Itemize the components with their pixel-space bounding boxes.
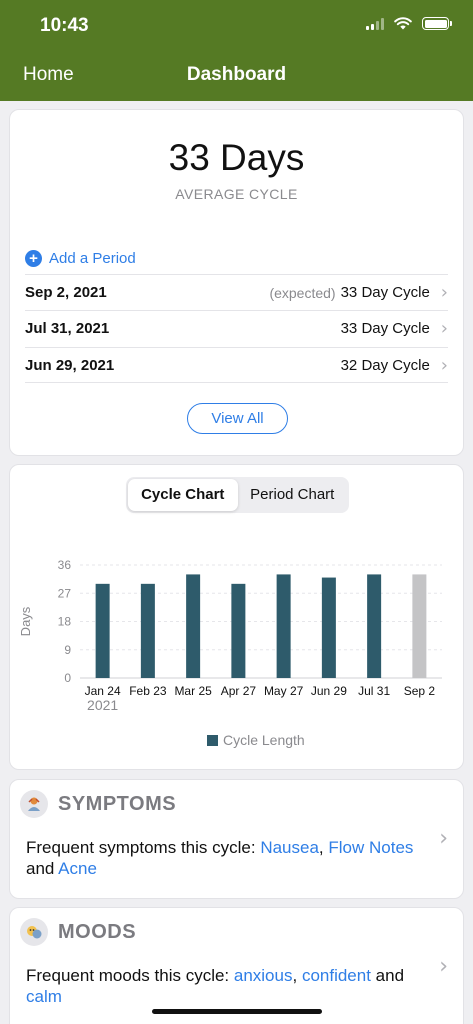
cycle-length-bar-chart: 0 9 18 27 36 Days Jan 24 Feb 23 Mar 25 Apr 27 May …: [18, 558, 442, 748]
y-tick-label: 18: [58, 615, 72, 629]
bar-may-27: [276, 574, 291, 678]
bar-jan-24: [95, 583, 110, 678]
y-tick-label: 36: [58, 558, 72, 572]
x-tick-label: Jul 31: [358, 684, 390, 698]
mood-link[interactable]: anxious: [233, 966, 293, 985]
bar-apr-27: [231, 583, 246, 678]
moods-header: MOODS: [20, 918, 136, 946]
legend-swatch: [207, 735, 218, 746]
y-tick-label: 27: [58, 586, 72, 600]
bar-jun-29: [321, 577, 336, 678]
moods-card[interactable]: MOODS Frequent moods this cycle: anxious…: [9, 907, 464, 1024]
home-back-button[interactable]: Home: [23, 64, 74, 85]
status-time: 10:43: [40, 15, 89, 36]
chevron-right-icon: ›: [440, 354, 448, 376]
separator: ,: [292, 966, 302, 985]
y-axis-label: Days: [18, 606, 33, 636]
expected-tag: (expected): [269, 284, 336, 301]
period-cycle-length: 33 Day Cycle: [340, 320, 430, 337]
period-row[interactable]: Jun 29, 2021 32 Day Cycle ›: [25, 347, 448, 383]
mood-link[interactable]: calm: [26, 987, 62, 1006]
y-tick-label: 0: [64, 671, 71, 685]
x-tick-label: May 27: [264, 684, 304, 698]
period-date: Sep 2, 2021: [25, 284, 107, 301]
chart-type-segmented-control: Cycle Chart Period Chart: [126, 477, 349, 513]
period-row[interactable]: Jul 31, 2021 33 Day Cycle ›: [25, 310, 448, 346]
symptom-link[interactable]: Acne: [58, 859, 97, 878]
x-tick-label: Jan 24: [85, 684, 121, 698]
page-title: Dashboard: [186, 64, 287, 85]
symptom-link[interactable]: Nausea: [260, 838, 319, 857]
period-date: Jun 29, 2021: [25, 356, 115, 374]
x-tick-label: Sep 2: [404, 684, 436, 698]
moods-icon: [20, 918, 48, 946]
plus-circle-icon: +: [25, 250, 42, 267]
bar-sep-2: [412, 574, 427, 678]
x-tick-label: Feb 23: [129, 684, 167, 698]
moods-intro: Frequent moods this cycle:: [26, 966, 234, 985]
chevron-right-icon: ›: [440, 282, 448, 303]
legend-label: Cycle Length: [223, 732, 305, 748]
cellular-signal-icon: [366, 17, 384, 30]
symptom-link[interactable]: Flow Notes: [328, 838, 414, 857]
mood-link[interactable]: confident: [301, 966, 371, 985]
home-indicator[interactable]: [152, 1009, 322, 1014]
period-date: Jul 31, 2021: [25, 320, 110, 337]
conjunction: and: [370, 966, 405, 985]
year-label: 2021: [87, 697, 118, 713]
symptoms-title: SYMPTOMS: [58, 792, 177, 815]
conjunction: and: [26, 859, 59, 878]
average-cycle-label: AVERAGE CYCLE: [175, 186, 298, 202]
chevron-right-icon: ›: [439, 954, 448, 979]
battery-icon: [422, 17, 452, 30]
chart-card: Cycle Chart Period Chart 0 9 18 27 36 Days Jan…: [9, 464, 464, 770]
bar-jul-31: [367, 574, 382, 678]
period-row[interactable]: Sep 2, 2021 (expected) 33 Day Cycle ›: [25, 274, 448, 310]
bar-feb-23: [140, 583, 155, 678]
x-tick-label: Mar 25: [174, 684, 212, 698]
symptoms-card[interactable]: SYMPTOMS Frequent symptoms this cycle: N…: [9, 779, 464, 899]
symptoms-header: SYMPTOMS: [20, 790, 176, 818]
period-cycle-length: 33 Day Cycle: [340, 284, 430, 301]
average-cycle-value: 33 Days: [168, 137, 305, 178]
cycle-summary-card: 33 Days AVERAGE CYCLE + Add a Period Sep…: [9, 109, 464, 456]
x-tick-label: Jun 29: [311, 684, 347, 698]
add-period-button[interactable]: + Add a Period: [25, 250, 136, 267]
moods-summary: Frequent moods this cycle: anxious, conf…: [26, 965, 421, 1007]
period-cycle-length: 32 Day Cycle: [340, 356, 430, 374]
symptoms-summary: Frequent symptoms this cycle: Nausea, Fl…: [26, 837, 421, 879]
chevron-right-icon: ›: [439, 826, 448, 851]
status-icons: [366, 17, 452, 30]
separator: ,: [318, 838, 329, 857]
top-bar: 10:43 Home Dashboard: [0, 0, 473, 101]
chevron-right-icon: ›: [440, 318, 448, 339]
wifi-icon: [394, 17, 412, 30]
period-chart-tab[interactable]: Period Chart: [250, 486, 335, 503]
cycle-chart-tab[interactable]: Cycle Chart: [128, 479, 238, 511]
y-tick-label: 9: [64, 643, 71, 657]
view-all-button[interactable]: View All: [187, 403, 288, 434]
x-tick-label: Apr 27: [221, 684, 257, 698]
symptoms-intro: Frequent symptoms this cycle:: [26, 838, 261, 857]
bar-mar-25: [186, 574, 201, 678]
add-period-label: Add a Period: [49, 250, 136, 267]
moods-title: MOODS: [58, 920, 137, 943]
symptoms-icon: [20, 790, 48, 818]
